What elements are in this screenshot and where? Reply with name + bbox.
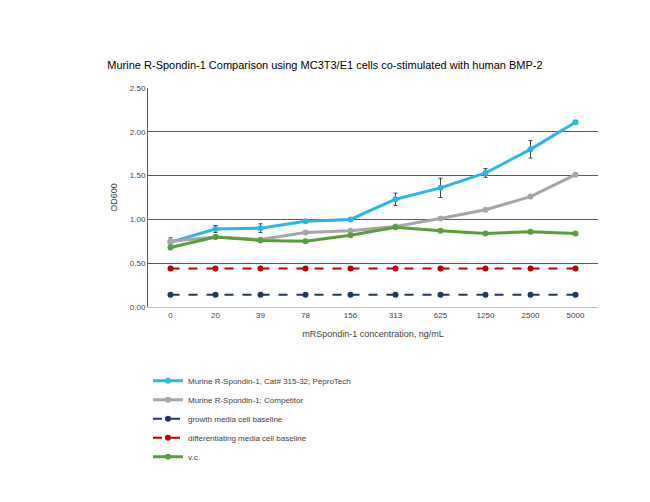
svg-text:78: 78 bbox=[301, 311, 310, 320]
svg-text:Murine R-Spondin-1 Comparison: Murine R-Spondin-1 Comparison using MC3T… bbox=[107, 59, 542, 71]
svg-text:2.50: 2.50 bbox=[130, 84, 146, 93]
svg-text:20: 20 bbox=[211, 311, 220, 320]
svg-text:156: 156 bbox=[344, 311, 358, 320]
svg-text:2500: 2500 bbox=[522, 311, 540, 320]
svg-text:differentiating media cell bas: differentiating media cell baseline bbox=[188, 434, 307, 443]
svg-text:0.50: 0.50 bbox=[130, 259, 146, 268]
svg-text:5000: 5000 bbox=[567, 311, 585, 320]
svg-text:Murine R-Spondin-1; Competitor: Murine R-Spondin-1; Competitor bbox=[188, 396, 303, 405]
svg-text:625: 625 bbox=[434, 311, 448, 320]
svg-text:39: 39 bbox=[256, 311, 265, 320]
svg-text:growth media cell baseline: growth media cell baseline bbox=[188, 415, 283, 424]
svg-text:Murine R-Spondin-1, Cat# 315-3: Murine R-Spondin-1, Cat# 315-32; PeproTe… bbox=[188, 377, 351, 386]
svg-text:1.00: 1.00 bbox=[130, 215, 146, 224]
svg-text:v.c.: v.c. bbox=[188, 453, 200, 462]
svg-text:1.50: 1.50 bbox=[130, 171, 146, 180]
svg-text:mRSpondin-1 concentration, ng/: mRSpondin-1 concentration, ng/mL bbox=[302, 329, 444, 339]
svg-text:OD600: OD600 bbox=[109, 183, 119, 212]
svg-text:0.00: 0.00 bbox=[130, 303, 146, 312]
svg-text:1250: 1250 bbox=[477, 311, 495, 320]
svg-text:0: 0 bbox=[168, 311, 173, 320]
svg-text:313: 313 bbox=[389, 311, 403, 320]
svg-text:2.00: 2.00 bbox=[130, 128, 146, 137]
